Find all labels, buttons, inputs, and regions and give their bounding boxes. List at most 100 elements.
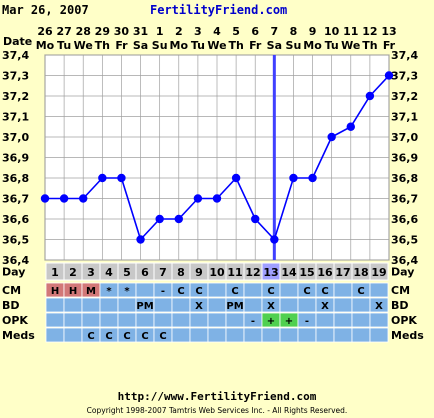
cycle-day-label: 16 — [317, 266, 333, 279]
weekday-label: Mo — [36, 39, 55, 52]
meds-cell — [261, 327, 281, 343]
temperature-point — [384, 71, 394, 80]
row-label-day: Day — [391, 266, 414, 279]
weekday-label: Sa — [133, 39, 148, 52]
opk-cell — [117, 312, 137, 328]
cm-cell — [369, 282, 389, 298]
bd-cell — [207, 297, 227, 313]
opk-cell — [63, 312, 83, 328]
temperature-point — [136, 235, 145, 244]
date-label: 3 — [194, 25, 202, 38]
bd-cell — [351, 297, 371, 313]
y-tick-label: 37,1 — [2, 111, 29, 124]
opk-cell — [135, 312, 155, 328]
date-label: 11 — [343, 25, 358, 38]
cm-value: C — [177, 286, 184, 297]
bd-value: X — [375, 301, 383, 312]
weekday-label: Th — [362, 39, 377, 52]
opk-cell — [225, 312, 245, 328]
bd-cell — [153, 297, 173, 313]
cycle-day-label: 18 — [353, 266, 368, 279]
meds-cell — [297, 327, 317, 343]
date-label: 9 — [309, 25, 317, 38]
cycle-day-label: 17 — [335, 266, 350, 279]
opk-cell — [189, 312, 209, 328]
date-label: 7 — [271, 25, 279, 38]
temperature-point — [193, 194, 203, 203]
day-cell — [369, 262, 389, 281]
row-label-day: Day — [2, 266, 25, 279]
opk-value: + — [285, 316, 293, 327]
meds-cell — [45, 327, 65, 343]
date-label: 26 — [37, 25, 53, 38]
y-tick-label: 36,9 — [2, 152, 29, 165]
temperature-point — [346, 122, 355, 131]
temperature-point — [98, 173, 107, 183]
row-label-cm: CM — [2, 284, 21, 297]
weekday-label: Th — [95, 39, 110, 52]
meds-cell — [63, 327, 83, 343]
cycle-day-label: 9 — [195, 266, 203, 279]
temperature-point — [79, 194, 88, 203]
bd-cell — [333, 297, 353, 313]
date-label: 31 — [133, 25, 148, 38]
y-tick-label: 37,0 — [2, 131, 29, 144]
cycle-day-label: 2 — [69, 266, 77, 279]
opk-cell — [81, 312, 101, 328]
cm-cell — [135, 282, 155, 298]
temperature-point — [327, 132, 336, 142]
cm-value: H — [69, 286, 77, 297]
cm-cell — [279, 282, 299, 298]
temperature-point — [365, 91, 375, 101]
y-tick-label: 36,4 — [391, 254, 418, 267]
opk-cell — [207, 312, 227, 328]
meds-cell — [351, 327, 371, 343]
date-label: 6 — [251, 25, 259, 38]
meds-value: C — [123, 331, 130, 342]
cycle-day-label: 4 — [105, 266, 113, 279]
y-tick-label: 37,4 — [2, 49, 29, 62]
row-label-bd: BD — [2, 299, 20, 312]
date-label: 29 — [95, 25, 110, 38]
temperature-point — [174, 214, 183, 224]
meds-cell — [225, 327, 245, 343]
date-label: 30 — [114, 25, 130, 38]
date-label: 2 — [175, 25, 183, 38]
temperature-point — [308, 173, 317, 183]
bd-cell — [63, 297, 83, 313]
opk-cell — [315, 312, 335, 328]
temperature-point — [289, 173, 298, 183]
y-tick-label: 36,6 — [2, 213, 29, 226]
cm-cell — [243, 282, 263, 298]
cm-value: C — [357, 286, 364, 297]
bd-cell — [279, 297, 299, 313]
row-label-cm: CM — [391, 284, 410, 297]
opk-value: - — [251, 316, 255, 327]
y-tick-labels-left: 37,4 37,3 37,2 37,1 37,0 36,9 36,8 36,7 36,6 36,5… — [2, 49, 29, 267]
date-labels: 26 27 28 29 30 31 1 2 3 4 5 6 7 8 9 10 11 12 13 — [37, 25, 396, 38]
bd-cell — [369, 297, 389, 313]
meds-value: C — [159, 331, 166, 342]
cm-value: C — [195, 286, 202, 297]
weekday-label: Su — [152, 39, 168, 52]
temperature-point — [212, 194, 222, 203]
y-tick-labels-right: 37,4 37,3 37,2 37,1 37,0 36,9 36,8 36,7 36,6 36,5… — [391, 49, 418, 267]
temperature-point — [251, 214, 260, 224]
opk-cell — [99, 312, 119, 328]
weekday-label: We — [207, 39, 226, 52]
weekday-label: Fr — [249, 39, 262, 52]
temperature-point — [155, 214, 164, 224]
bd-value: PM — [136, 301, 153, 312]
y-tick-label: 37,2 — [2, 90, 29, 103]
cycle-day-label: 8 — [177, 266, 185, 279]
meds-value: C — [105, 331, 112, 342]
weekday-label: Fr — [115, 39, 128, 52]
temperature-point — [270, 235, 279, 244]
y-tick-label: 37,0 — [391, 131, 418, 144]
opk-cell — [351, 312, 371, 328]
bd-value: X — [321, 301, 329, 312]
date-label: 10 — [324, 25, 340, 38]
weekday-label: Mo — [170, 39, 189, 52]
